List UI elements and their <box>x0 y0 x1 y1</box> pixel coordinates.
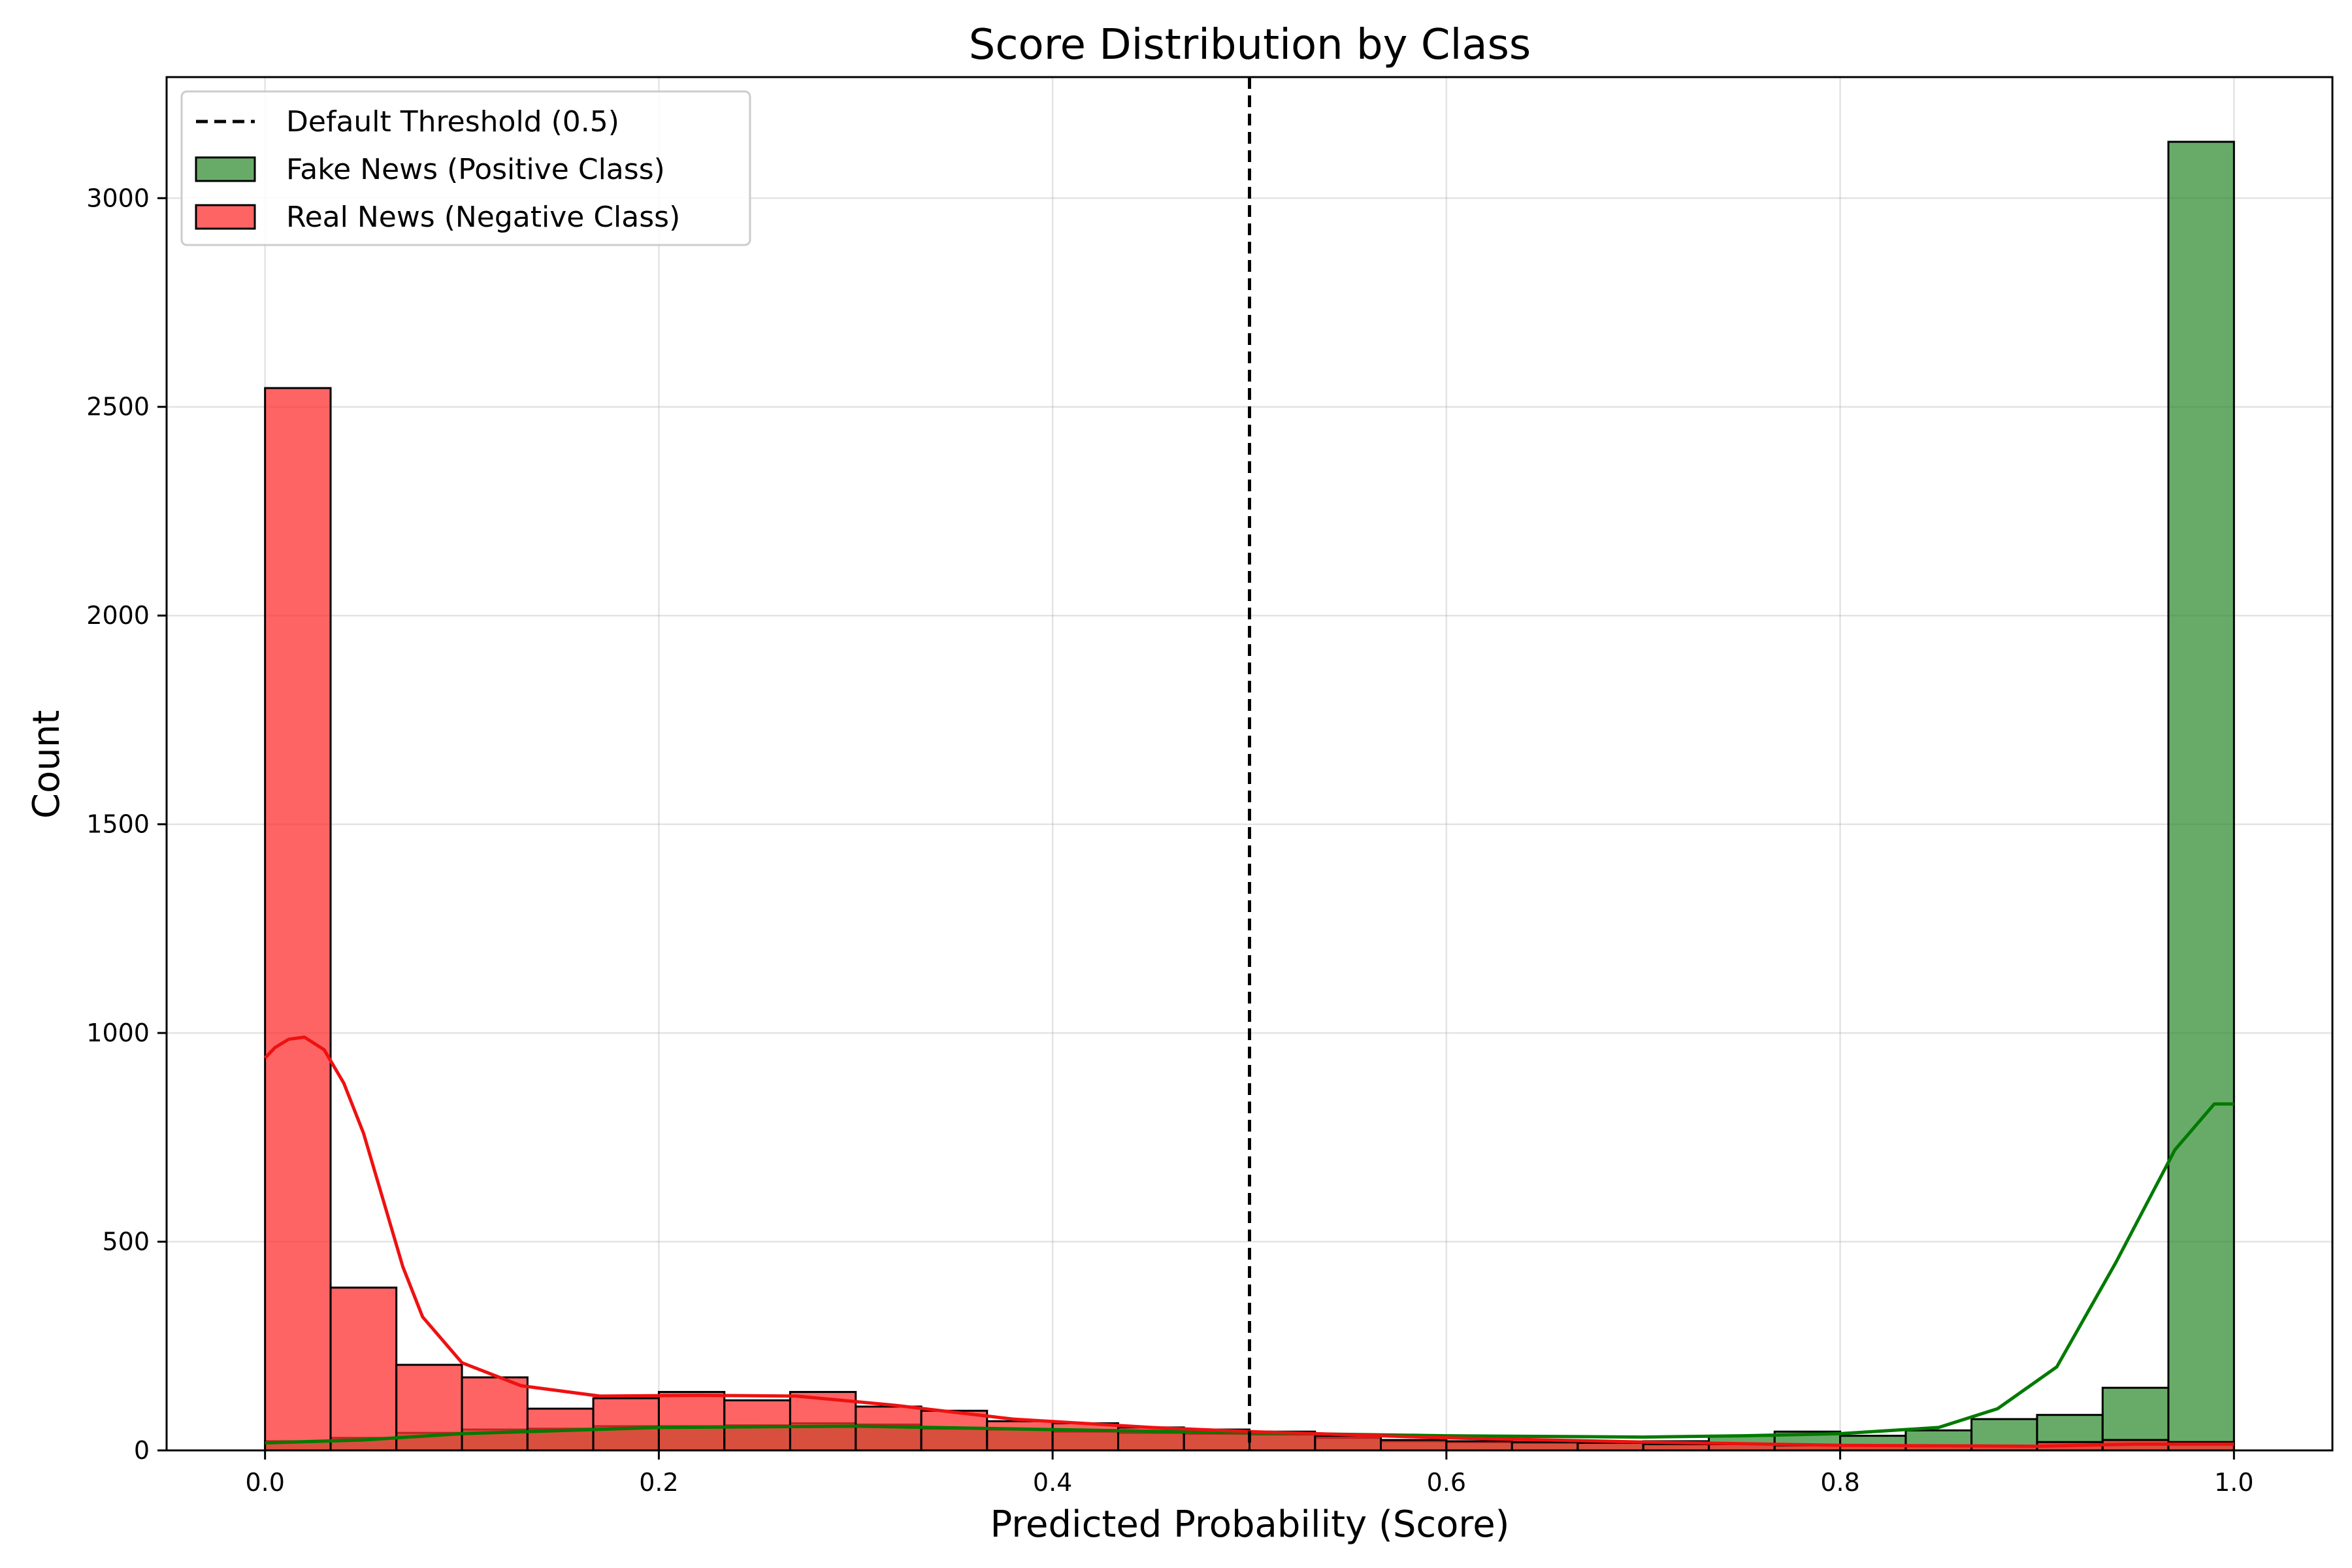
histogram-bar <box>264 387 332 1452</box>
legend-series-label: Real News (Negative Class) <box>286 201 680 234</box>
x-tick-label: 0.8 <box>1820 1468 1859 1497</box>
legend-threshold-label: Default Threshold (0.5) <box>286 105 619 139</box>
y-tick-label: 0 <box>134 1436 150 1465</box>
x-tick-label: 0.2 <box>639 1468 678 1497</box>
axes-frame <box>165 76 2334 1452</box>
y-tick-label: 500 <box>102 1228 150 1256</box>
legend-box <box>180 90 751 246</box>
histogram-bar <box>1445 1440 1513 1452</box>
histogram-bar <box>657 1391 726 1452</box>
legend-swatch <box>195 156 256 182</box>
legend: Default Threshold (0.5) Fake News (Positi… <box>180 90 751 246</box>
histogram-bar <box>920 1409 988 1452</box>
x-tick-label: 0.0 <box>245 1468 284 1497</box>
y-tick-label: 2000 <box>86 601 150 630</box>
histogram-bar <box>2167 140 2235 1452</box>
y-tick-label: 1500 <box>86 810 150 839</box>
y-tick-label: 2500 <box>86 393 150 421</box>
series-bars-real-news <box>264 387 2235 1452</box>
y-tick-label: 1000 <box>86 1019 150 1047</box>
plot-area <box>165 76 2334 1452</box>
histogram-bar <box>1380 1439 1448 1452</box>
kde-curve-fake-news <box>265 1102 2234 1445</box>
x-tick-label: 1.0 <box>2214 1468 2253 1497</box>
x-axis-label: Predicted Probability (Score) <box>990 1503 1509 1546</box>
histogram-bar <box>1051 1422 1119 1452</box>
histogram-bar <box>1511 1441 1579 1452</box>
legend-series-label: Fake News (Positive Class) <box>286 153 665 186</box>
y-tick-label: 3000 <box>86 184 150 212</box>
histogram-bar <box>1314 1435 1382 1452</box>
legend-swatch <box>195 204 256 230</box>
chart-title: Score Distribution by Class <box>969 21 1531 69</box>
histogram-bar <box>329 1286 398 1452</box>
x-tick-label: 0.4 <box>1033 1468 1072 1497</box>
histogram-bar <box>1576 1441 1644 1452</box>
axis-ticks: 0.0 0.2 0.4 0.6 0.8 1.0 0 500 1000 1500 2000 2500 30… <box>86 184 2253 1497</box>
y-axis-label: Count <box>25 710 68 819</box>
x-tick-label: 0.6 <box>1427 1468 1466 1497</box>
histogram-bar <box>986 1420 1054 1452</box>
histogram-bar <box>592 1397 660 1452</box>
kde-curve-real-news <box>263 1036 2234 1448</box>
histogram-bar <box>461 1376 529 1452</box>
